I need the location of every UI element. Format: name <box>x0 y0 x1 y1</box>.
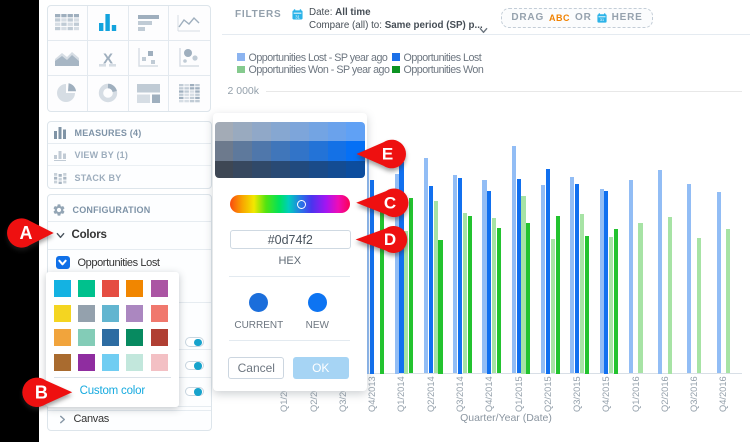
svg-text:B: B <box>35 382 48 402</box>
svg-text:A: A <box>20 223 33 243</box>
svg-text:D: D <box>384 230 396 249</box>
svg-text:C: C <box>384 193 396 212</box>
svg-text:E: E <box>382 145 393 164</box>
svg-text:31: 31 <box>600 18 604 22</box>
svg-text:X: X <box>103 50 113 67</box>
svg-text:31: 31 <box>295 14 300 19</box>
